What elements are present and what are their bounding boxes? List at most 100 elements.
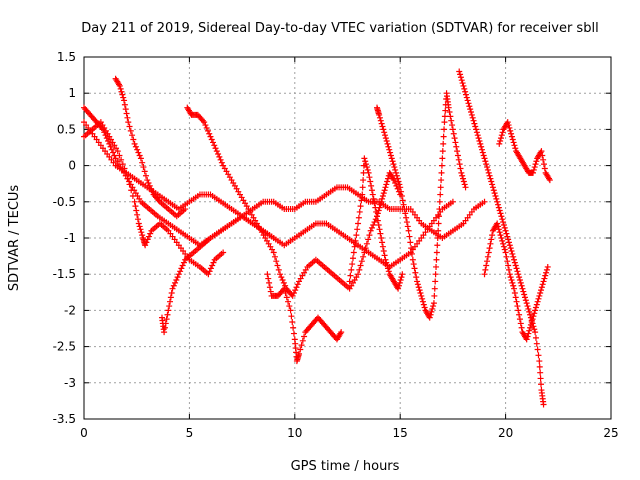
data-point bbox=[414, 278, 421, 285]
data-point bbox=[167, 298, 174, 305]
data-point bbox=[462, 88, 469, 95]
y-tick-label: 1.5 bbox=[57, 50, 76, 64]
data-point bbox=[355, 220, 362, 227]
data-point bbox=[518, 282, 525, 289]
data-point bbox=[532, 304, 539, 311]
data-point bbox=[363, 164, 370, 171]
data-point bbox=[516, 316, 523, 323]
data-point bbox=[528, 318, 535, 325]
data-point bbox=[484, 258, 491, 265]
data-point bbox=[371, 200, 378, 207]
y-tick-label: 1 bbox=[68, 86, 76, 100]
data-point bbox=[477, 140, 484, 147]
data-point bbox=[434, 242, 441, 249]
data-point bbox=[134, 146, 141, 153]
data-point bbox=[123, 110, 130, 117]
data-point bbox=[282, 290, 289, 297]
data-point bbox=[287, 307, 294, 314]
data-point bbox=[511, 290, 518, 297]
data-point bbox=[426, 314, 433, 321]
data-point bbox=[147, 230, 154, 237]
data-point bbox=[468, 109, 475, 116]
data-point bbox=[462, 91, 469, 98]
data-point bbox=[405, 227, 412, 234]
data-point bbox=[531, 326, 538, 333]
data-point bbox=[126, 123, 133, 130]
data-point bbox=[439, 148, 446, 155]
data-point bbox=[515, 271, 522, 278]
data-point bbox=[499, 237, 506, 244]
data-point bbox=[270, 249, 277, 256]
data-point bbox=[450, 130, 457, 137]
data-point bbox=[505, 262, 512, 269]
data-point bbox=[485, 169, 492, 176]
data-point bbox=[453, 143, 460, 150]
data-point bbox=[294, 281, 301, 288]
data-point bbox=[217, 156, 224, 163]
data-point bbox=[370, 221, 377, 228]
data-point bbox=[358, 258, 365, 265]
data-point bbox=[175, 271, 182, 278]
data-point bbox=[365, 236, 372, 243]
data-point bbox=[201, 119, 208, 126]
data-point bbox=[546, 177, 553, 184]
data-point bbox=[290, 290, 297, 297]
data-point bbox=[505, 236, 512, 243]
data-point bbox=[387, 152, 394, 159]
data-point bbox=[378, 120, 385, 127]
data-point bbox=[438, 162, 445, 169]
data-point bbox=[509, 136, 516, 143]
data-point bbox=[399, 271, 406, 278]
data-point bbox=[526, 327, 533, 334]
data-point bbox=[516, 276, 523, 283]
data-point bbox=[513, 265, 520, 272]
data-point bbox=[134, 211, 141, 218]
data-point bbox=[536, 292, 543, 299]
data-point bbox=[143, 239, 150, 246]
data-point bbox=[481, 271, 488, 278]
data-point bbox=[267, 288, 274, 295]
data-point bbox=[476, 137, 483, 144]
x-tick-label: 25 bbox=[603, 426, 618, 440]
data-point bbox=[502, 227, 509, 234]
data-point bbox=[368, 182, 375, 189]
data-point bbox=[419, 298, 426, 305]
data-point bbox=[503, 253, 510, 260]
data-point bbox=[125, 119, 132, 126]
data-point bbox=[119, 91, 126, 98]
data-point bbox=[495, 201, 502, 208]
data-point bbox=[489, 232, 496, 239]
data-point bbox=[497, 232, 504, 239]
data-point bbox=[543, 266, 550, 273]
data-point bbox=[430, 300, 437, 307]
data-point bbox=[490, 187, 497, 194]
data-point bbox=[544, 263, 551, 270]
data-point bbox=[495, 223, 502, 230]
data-point bbox=[119, 161, 126, 168]
data-point bbox=[394, 175, 401, 182]
data-point bbox=[265, 275, 272, 282]
data-point bbox=[512, 294, 519, 301]
data-point bbox=[135, 220, 142, 227]
data-point bbox=[516, 274, 523, 281]
data-point bbox=[466, 103, 473, 110]
data-point bbox=[204, 127, 211, 134]
data-point bbox=[465, 100, 472, 107]
data-point bbox=[456, 161, 463, 168]
data-point bbox=[420, 301, 427, 308]
data-point bbox=[292, 287, 299, 294]
data-point bbox=[385, 268, 392, 275]
data-point bbox=[533, 301, 540, 308]
data-point bbox=[136, 223, 143, 230]
data-point bbox=[429, 305, 436, 312]
data-point bbox=[178, 265, 185, 272]
data-point bbox=[213, 148, 220, 155]
y-tick-label: -2.5 bbox=[53, 340, 76, 354]
data-point bbox=[532, 307, 539, 314]
data-point bbox=[529, 316, 536, 323]
data-point bbox=[138, 229, 145, 236]
data-point bbox=[524, 303, 531, 310]
data-point bbox=[372, 204, 379, 211]
data-point bbox=[514, 303, 521, 310]
